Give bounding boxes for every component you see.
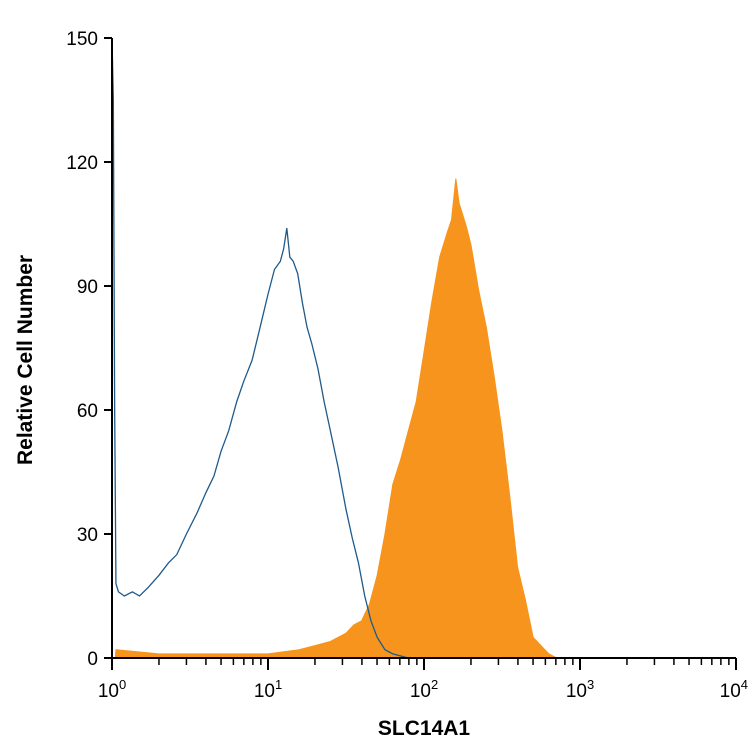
series-layer <box>111 37 736 659</box>
y-tick-label: 30 <box>77 525 98 546</box>
series-outline-line <box>111 37 736 659</box>
y-tick-label: 90 <box>77 277 98 298</box>
x-tick-label: 101 <box>254 677 282 702</box>
y-axis-title: Relative Cell Number <box>14 255 37 465</box>
x-axis-title: SLC14A1 <box>378 717 471 740</box>
x-tick-label: 102 <box>410 677 438 702</box>
y-tick-label: 150 <box>66 29 98 50</box>
x-tick-label: 100 <box>98 677 126 702</box>
ticks-layer: 0 30 60 90 120 150 100 101 102 103 104 <box>66 29 748 702</box>
x-tick-label: 103 <box>566 677 594 702</box>
y-tick-label: 120 <box>66 153 98 174</box>
y-tick-label: 60 <box>77 401 98 422</box>
x-tick-label: 104 <box>720 677 748 702</box>
series-filled-area <box>112 178 736 659</box>
y-tick-label: 0 <box>87 649 98 670</box>
